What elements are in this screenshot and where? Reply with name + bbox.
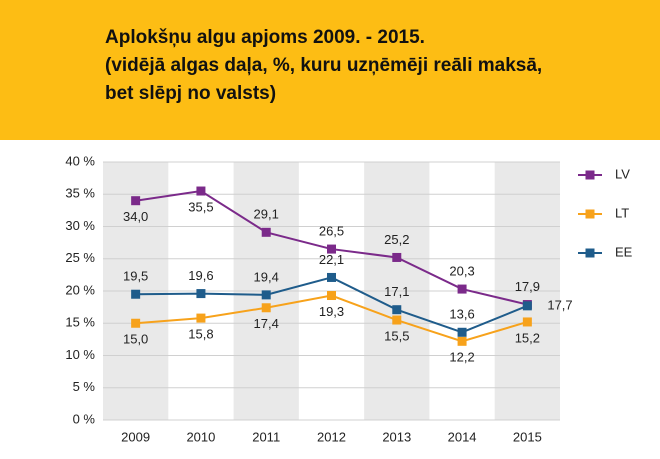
y-tick-label: 20 % <box>65 282 95 297</box>
y-tick-label: 40 % <box>65 153 95 168</box>
data-label: 15,2 <box>515 330 540 345</box>
chart-title: (vidējā algas daļa, %, kuru uzņēmēji reā… <box>105 55 542 76</box>
x-tick-label: 2014 <box>448 429 477 444</box>
marker <box>131 289 141 299</box>
x-tick-label: 2013 <box>382 429 411 444</box>
y-tick-label: 5 % <box>73 379 96 394</box>
data-label: 29,1 <box>254 207 279 222</box>
data-label: 25,2 <box>384 232 409 247</box>
marker <box>261 227 271 237</box>
data-label: 12,2 <box>449 350 474 365</box>
x-tick-label: 2011 <box>252 429 280 444</box>
data-label: 17,9 <box>515 279 540 294</box>
marker <box>327 244 336 254</box>
marker <box>131 196 141 206</box>
marker <box>261 303 271 313</box>
data-label: 15,5 <box>384 328 409 343</box>
marker <box>392 252 402 262</box>
data-label: 13,6 <box>449 307 474 322</box>
header-band <box>0 0 660 140</box>
data-label: 34,0 <box>123 209 148 224</box>
marker <box>457 336 467 346</box>
x-tick-label: 2009 <box>121 429 150 444</box>
data-label: 22,1 <box>319 252 344 267</box>
data-label: 15,0 <box>123 332 148 347</box>
data-label: 19,3 <box>319 304 344 319</box>
marker <box>327 291 336 301</box>
marker <box>196 289 206 299</box>
legend-label: EE <box>615 244 633 259</box>
data-label: 17,7 <box>547 297 572 312</box>
marker <box>522 301 532 311</box>
marker <box>522 317 532 327</box>
legend-label: LV <box>615 166 630 181</box>
marker <box>327 272 336 282</box>
marker <box>261 290 271 300</box>
marker <box>196 186 206 196</box>
marker <box>457 284 467 294</box>
y-tick-label: 10 % <box>65 347 95 362</box>
y-tick-label: 15 % <box>65 315 95 330</box>
marker <box>131 318 141 328</box>
data-label: 19,5 <box>123 269 148 284</box>
x-tick-label: 2015 <box>513 429 542 444</box>
data-label: 35,5 <box>188 199 213 214</box>
marker <box>457 327 467 337</box>
data-label: 20,3 <box>449 264 474 279</box>
legend-marker <box>585 248 595 258</box>
legend-marker <box>585 209 595 219</box>
y-tick-label: 25 % <box>65 250 95 265</box>
data-label: 19,4 <box>254 269 279 284</box>
data-label: 15,8 <box>188 327 213 342</box>
data-label: 17,1 <box>384 284 409 299</box>
data-label: 17,4 <box>254 316 279 331</box>
marker <box>392 305 402 315</box>
data-label: 26,5 <box>319 224 344 239</box>
x-tick-label: 2010 <box>186 429 215 444</box>
data-label: 19,6 <box>188 268 213 283</box>
marker <box>196 313 206 323</box>
chart-title: bet slēpj no valsts) <box>105 83 276 104</box>
x-tick-label: 2012 <box>317 429 346 444</box>
chart-title: Aplokšņu algu apjoms 2009. - 2015. <box>105 27 425 48</box>
y-tick-label: 30 % <box>65 218 95 233</box>
legend-label: LT <box>615 205 629 220</box>
y-tick-label: 35 % <box>65 186 95 201</box>
marker <box>392 315 402 325</box>
y-tick-label: 0 % <box>73 411 96 426</box>
legend-marker <box>585 170 595 180</box>
